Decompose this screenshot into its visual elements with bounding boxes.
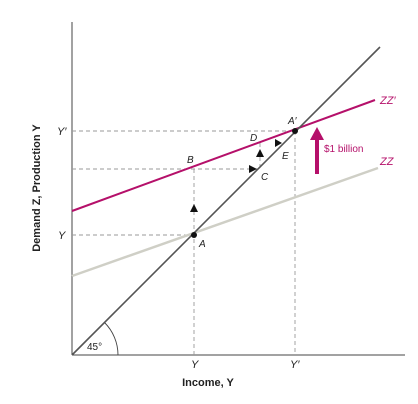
y-tick-Y: Y [58,230,66,242]
forty-five-degree-arc [105,323,119,356]
zz-prime-line [72,100,375,211]
zz-prime-label: ZZ′ [379,95,396,107]
point-E-label: E [282,151,289,162]
x-tick-Yprime: Y′ [290,359,300,371]
point-A-marker [191,232,197,238]
zz-line [72,168,378,276]
point-C-label: C [261,172,269,183]
point-Aprime-label: A′ [287,116,298,127]
point-Aprime-marker [292,128,298,134]
x-tick-Y: Y [191,359,199,371]
forty-five-degree-line [72,47,380,355]
up-arrow-icon [190,204,198,212]
x-axis-title: Income, Y [182,377,234,389]
point-B-label: B [187,155,194,166]
y-tick-Yprime: Y′ [57,126,67,138]
angle-label: 45° [87,342,102,353]
up-arrow-icon [256,149,264,157]
point-D-label: D [250,133,257,144]
shift-label: $1 billion [324,144,363,155]
point-A-label: A [198,239,206,250]
zz-label: ZZ [379,156,395,168]
shift-arrow-icon [310,127,324,140]
y-axis-title: Demand Z, Production Y [31,124,43,252]
